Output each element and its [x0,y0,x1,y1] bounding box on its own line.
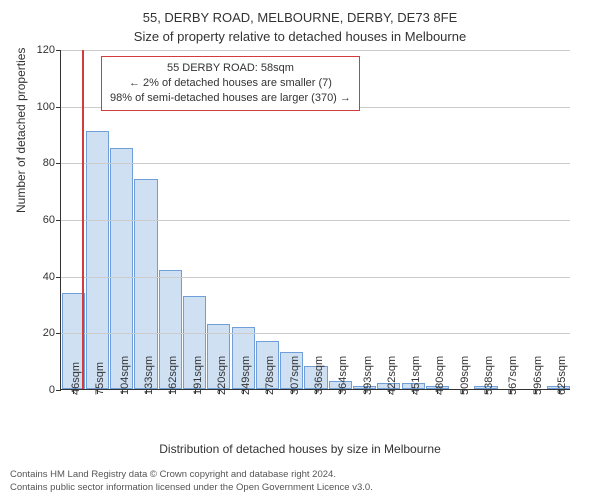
y-axis-label: Number of detached properties [14,48,28,213]
footer-line-2: Contains public sector information licen… [10,482,373,494]
x-tick-label: 625sqm [556,356,568,395]
reference-line [82,50,84,389]
y-tick-label: 60 [43,214,61,226]
x-tick-label: 278sqm [264,356,276,395]
x-tick-label: 364sqm [337,356,349,395]
y-tick-label: 20 [43,327,61,339]
x-tick-label: 393sqm [362,356,374,395]
x-tick-label: 75sqm [94,362,106,395]
x-tick-label: 133sqm [143,356,155,395]
x-tick-label: 46sqm [70,362,82,395]
annotation-line: 98% of semi-detached houses are larger (… [110,91,351,106]
y-tick-label: 100 [37,101,61,113]
x-tick-label: 191sqm [192,356,204,395]
y-gridline [61,220,570,221]
x-tick-label: 451sqm [410,356,422,395]
plot-area: 02040608010012046sqm75sqm104sqm133sqm162… [60,50,570,390]
y-tick-label: 0 [49,384,61,396]
x-tick-label: 480sqm [434,356,446,395]
x-tick-label: 596sqm [532,356,544,395]
annotation-box: 55 DERBY ROAD: 58sqm← 2% of detached hou… [101,56,360,111]
x-tick-label: 509sqm [459,356,471,395]
y-tick-label: 40 [43,271,61,283]
x-axis-label: Distribution of detached houses by size … [0,442,600,456]
x-tick-label: 249sqm [240,356,252,395]
chart-subtitle: Size of property relative to detached ho… [0,25,600,44]
histogram-bar [110,148,133,389]
y-gridline [61,163,570,164]
chart-container: 55, DERBY ROAD, MELBOURNE, DERBY, DE73 8… [0,0,600,500]
annotation-line: ← 2% of detached houses are smaller (7) [110,76,351,91]
x-tick-label: 336sqm [313,356,325,395]
x-tick-label: 162sqm [167,356,179,395]
histogram-bar [86,131,109,389]
x-tick-label: 538sqm [483,356,495,395]
x-tick-label: 567sqm [507,356,519,395]
x-tick-label: 422sqm [386,356,398,395]
y-gridline [61,50,570,51]
x-tick-label: 220sqm [216,356,228,395]
footer-line-1: Contains HM Land Registry data © Crown c… [10,469,373,481]
y-gridline [61,277,570,278]
y-gridline [61,333,570,334]
chart-title-address: 55, DERBY ROAD, MELBOURNE, DERBY, DE73 8… [0,0,600,25]
x-tick-label: 307sqm [289,356,301,395]
annotation-line: 55 DERBY ROAD: 58sqm [110,61,351,76]
x-tick-label: 104sqm [119,356,131,395]
y-tick-label: 80 [43,157,61,169]
y-tick-label: 120 [37,44,61,56]
footer-attribution: Contains HM Land Registry data © Crown c… [10,469,373,494]
